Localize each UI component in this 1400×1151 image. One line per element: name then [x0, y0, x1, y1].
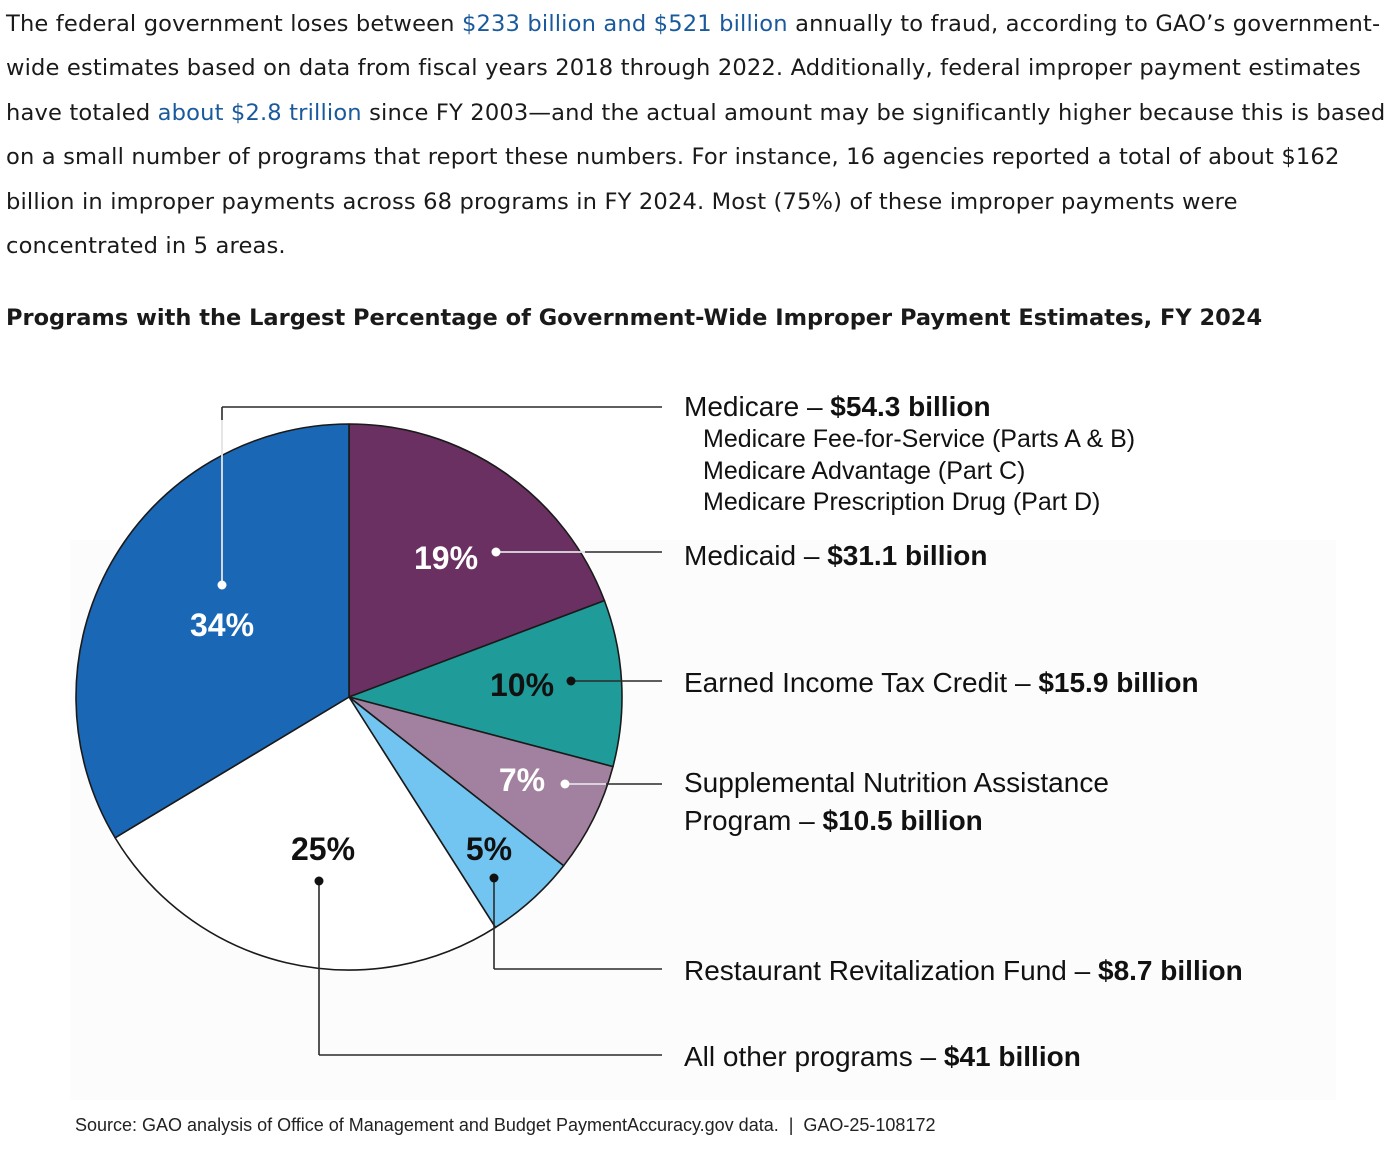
leader-dot-medicaid — [491, 547, 501, 557]
legend-label-eitc: Earned Income Tax Credit – $15.9 billion — [684, 667, 1199, 698]
fraud-estimate-link[interactable]: $233 billion and $521 billion — [461, 11, 788, 37]
chart-title: Programs with the Largest Percentage of … — [6, 305, 1263, 331]
legend-sublabel-medicare-2: Medicare Advantage (Part C) — [703, 457, 1025, 485]
leader-dot-rrf — [489, 873, 499, 883]
intro-text-1: The federal government loses between — [6, 11, 462, 37]
pie-slice-other — [114, 696, 497, 971]
chart-labels: 19% Medicaid – $31.1 billion 10% Earned Inc… — [190, 391, 1243, 1072]
pie-slice-eitc — [348, 599, 623, 768]
legend-label-medicare: Medicare – $54.3 billion — [684, 391, 991, 422]
percent-label-rrf: 5% — [466, 831, 512, 867]
legend-label-rrf: Restaurant Revitalization Fund – $8.7 bi… — [684, 955, 1243, 986]
chart-source: Source: GAO analysis of Office of Manage… — [75, 1115, 935, 1135]
leader-dot-medicare — [217, 580, 227, 590]
percent-label-snap: 7% — [499, 762, 545, 798]
percent-label-other: 25% — [291, 831, 355, 867]
leader-dot-other — [314, 876, 324, 886]
leader-lines — [221, 406, 662, 1056]
intro-text-2: annually to fraud, according to GAO’s go… — [6, 11, 1381, 126]
pie-slice-medicaid — [348, 423, 606, 698]
legend-sublabel-medicare-1: Medicare Fee-for-Service (Parts A & B) — [703, 425, 1135, 453]
legend-label-other: All other programs – $41 billion — [684, 1041, 1081, 1072]
leader-dot-eitc — [566, 676, 576, 686]
pie-slice-snap — [348, 696, 614, 867]
improper-payments-link[interactable]: about $2.8 trillion — [157, 99, 362, 126]
percent-label-medicare: 34% — [190, 607, 254, 643]
intro-paragraph: The federal government loses between $23… — [6, 2, 1396, 268]
legend-sublabel-medicare-3: Medicare Prescription Drug (Part D) — [703, 488, 1100, 516]
pie-slices — [75, 423, 623, 971]
legend-label-snap: Supplemental Nutrition Assistance — [684, 767, 1109, 798]
legend-label-medicaid: Medicaid – $31.1 billion — [684, 540, 987, 571]
legend-label-snap-line2: Program – $10.5 billion — [684, 805, 983, 836]
percent-label-eitc: 10% — [490, 667, 554, 703]
leader-dot-snap — [560, 779, 570, 789]
percent-label-medicaid: 19% — [414, 540, 478, 576]
intro-text-3: since FY 2003—and the actual amount may … — [6, 99, 1386, 260]
pie-slice-medicare — [75, 423, 350, 839]
